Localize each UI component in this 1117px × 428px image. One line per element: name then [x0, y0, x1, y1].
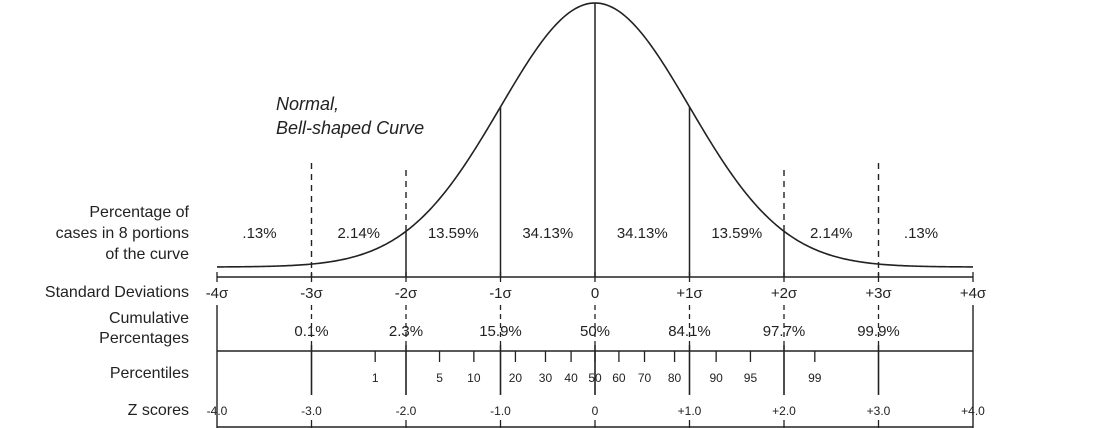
- cumulative-percentage: 99.9%: [857, 323, 900, 340]
- percentile-label: 5: [436, 371, 443, 385]
- percentile-label: 90: [709, 371, 723, 385]
- curve-label: Normal, Bell-shaped Curve: [276, 92, 424, 140]
- cumulative-percentage: 15.9%: [479, 323, 522, 340]
- percentile-label: 10: [467, 371, 481, 385]
- std-dev-row-label: Standard Deviations: [44, 284, 189, 301]
- percentile-label: 70: [638, 371, 652, 385]
- cumulative-row-label: Cumulative Percentages: [99, 309, 189, 349]
- percentile-label: 60: [612, 371, 626, 385]
- percentage-label-line-1: Percentage of: [89, 204, 189, 221]
- percentile-label: 30: [539, 371, 553, 385]
- z-score-label: +4.0: [961, 404, 985, 418]
- portion-percentage: .13%: [904, 225, 938, 242]
- axes: [216, 272, 974, 428]
- std-dev-label: -3σ: [300, 285, 323, 302]
- axis-texts: .13% 2.14% 13.59% 34.13% 34.13% 13.59% 2.14% .1…: [206, 225, 987, 418]
- curve-label-line-1: Normal,: [276, 94, 340, 114]
- cumulative-percentage: 2.3%: [389, 323, 423, 340]
- cumulative-percentage: 84.1%: [668, 323, 711, 340]
- percentage-label-line-3: of the curve: [105, 246, 189, 263]
- percentage-row-label: Percentage of cases in 8 portions of the…: [56, 202, 189, 265]
- percentile-label: 50: [588, 371, 602, 385]
- percentile-label: 95: [744, 371, 758, 385]
- percentile-label: 80: [668, 371, 682, 385]
- std-dev-label: 0: [591, 285, 599, 302]
- percentile-label: 99: [808, 371, 822, 385]
- cumulative-label-line-2: Percentages: [99, 330, 189, 347]
- percentiles-row-label: Percentiles: [109, 365, 189, 382]
- portion-percentage: 34.13%: [522, 225, 573, 242]
- portion-percentage: 13.59%: [711, 225, 762, 242]
- z-scores-row-label: Z scores: [127, 402, 189, 419]
- std-dev-label: +3σ: [865, 285, 892, 302]
- std-dev-label: -2σ: [395, 285, 418, 302]
- curve-label-line-2: Bell-shaped Curve: [276, 118, 425, 138]
- percentile-label: 1: [372, 371, 379, 385]
- std-dev-label: -4σ: [206, 285, 229, 302]
- std-dev-label: +4σ: [960, 285, 987, 302]
- z-score-label: -4.0: [207, 404, 228, 418]
- percentile-label: 20: [509, 371, 523, 385]
- z-score-label: -2.0: [396, 404, 417, 418]
- portion-percentage: 13.59%: [428, 225, 479, 242]
- z-score-label: +1.0: [678, 404, 702, 418]
- percentile-label: 40: [564, 371, 578, 385]
- z-score-label: -3.0: [301, 404, 322, 418]
- z-score-label: 0: [592, 404, 599, 418]
- cumulative-percentage: 97.7%: [763, 323, 806, 340]
- sigma-lines: [310, 3, 880, 277]
- std-dev-label: +1σ: [676, 285, 703, 302]
- portion-percentage: .13%: [242, 225, 276, 242]
- cumulative-percentage: 0.1%: [294, 323, 328, 340]
- cumulative-label-line-1: Cumulative: [108, 310, 189, 327]
- z-score-label: +2.0: [772, 404, 796, 418]
- z-score-label: -1.0: [490, 404, 511, 418]
- portion-percentage: 2.14%: [337, 225, 380, 242]
- std-dev-label: -1σ: [489, 285, 512, 302]
- portion-percentage: 2.14%: [810, 225, 853, 242]
- std-dev-label: +2σ: [771, 285, 798, 302]
- portion-percentage: 34.13%: [617, 225, 668, 242]
- cumulative-percentage: 50%: [580, 323, 610, 340]
- percentage-label-line-2: cases in 8 portions: [55, 225, 189, 242]
- z-score-label: +3.0: [867, 404, 891, 418]
